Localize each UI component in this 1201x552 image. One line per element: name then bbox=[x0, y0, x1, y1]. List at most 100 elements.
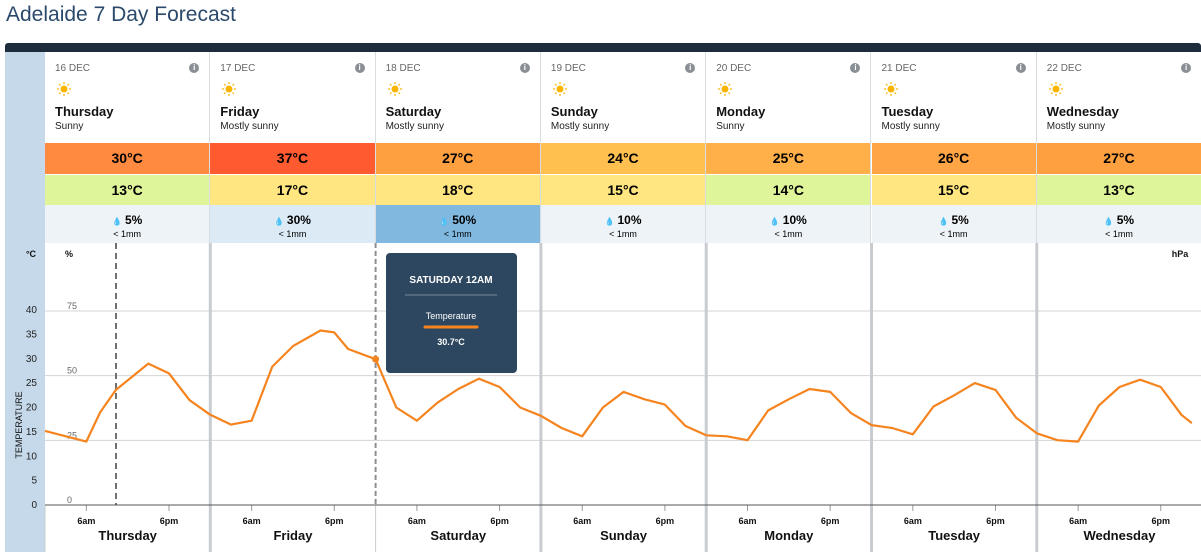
hour-label: 6am bbox=[573, 516, 591, 526]
max-temp: 26°C bbox=[871, 143, 1036, 174]
day-name: Friday bbox=[220, 104, 260, 119]
max-temp: 27°C bbox=[1036, 143, 1201, 174]
date: 22 DEC bbox=[1046, 63, 1082, 74]
x-day-label: Saturday bbox=[430, 528, 486, 543]
sun-ray bbox=[1058, 92, 1062, 95]
rain: 💧 10% < 1mm bbox=[706, 205, 871, 243]
rain-amount: < 1mm bbox=[609, 229, 637, 239]
tooltip-value: 30.7°C bbox=[437, 337, 465, 347]
sun-ray bbox=[397, 83, 400, 86]
max-temp: 37°C bbox=[210, 143, 375, 174]
weather-icon bbox=[222, 82, 237, 96]
x-day-label: Tuesday bbox=[928, 528, 981, 543]
sun bbox=[225, 85, 233, 93]
chart-area bbox=[45, 243, 1201, 505]
max-temp: 25°C bbox=[706, 143, 871, 174]
info-icon[interactable]: i bbox=[189, 63, 200, 73]
info-icon[interactable]: i bbox=[850, 63, 861, 73]
min-temp: 15°C bbox=[871, 174, 1036, 205]
day-column: 16 DEC i Thursday Sunny 30°C 13°C 💧 5% < 1mm bbox=[45, 52, 211, 243]
info-icon[interactable]: i bbox=[685, 63, 696, 73]
day-name: Wednesday bbox=[1046, 104, 1119, 119]
sun bbox=[391, 85, 399, 93]
rain-icon: 💧 bbox=[769, 217, 780, 226]
sun-ray bbox=[563, 83, 566, 86]
summary: Sunny bbox=[716, 121, 745, 132]
day-name: Tuesday bbox=[881, 104, 934, 119]
y-tick-label: 10 bbox=[26, 451, 38, 462]
day-name: Monday bbox=[716, 104, 766, 119]
y-tick-label: 40 bbox=[26, 305, 38, 316]
x-day-label: Monday bbox=[764, 528, 814, 543]
sun-ray bbox=[885, 83, 888, 86]
rain-icon: 💧 bbox=[439, 217, 450, 226]
info-icon[interactable]: i bbox=[519, 63, 530, 73]
rain-amount: < 1mm bbox=[774, 229, 803, 239]
sun-ray bbox=[389, 83, 392, 86]
rain: 💧 5% < 1mm bbox=[45, 205, 210, 243]
weather-icon bbox=[387, 82, 402, 96]
sun-ray bbox=[1050, 83, 1053, 86]
hour-label: 6pm bbox=[986, 516, 1005, 526]
temperature-line bbox=[44, 329, 1193, 443]
rain-chance: 💧 5% bbox=[45, 213, 209, 227]
rain-icon: 💧 bbox=[1103, 217, 1114, 226]
min-temp: 17°C bbox=[210, 174, 375, 205]
hour-label: 6am bbox=[1069, 516, 1087, 526]
sun-ray bbox=[554, 83, 557, 86]
weather-icon bbox=[883, 82, 898, 96]
hour-label: 6am bbox=[408, 516, 426, 526]
sun-ray bbox=[67, 92, 70, 95]
tooltip bbox=[386, 253, 517, 373]
hour-label: 6pm bbox=[821, 516, 840, 526]
info-icon[interactable]: i bbox=[354, 63, 365, 73]
day-column: 22 DEC i Wednesday Mostly sunny 27°C 13°C 💧 5% <… bbox=[1036, 52, 1201, 243]
hour-label: 6pm bbox=[325, 516, 344, 526]
rain-chance: 💧 50% bbox=[376, 213, 540, 227]
y-tick-label: 35 bbox=[26, 329, 38, 340]
y-tick-label: 5 bbox=[31, 476, 37, 487]
info-icon[interactable]: i bbox=[1181, 63, 1192, 73]
rain-chance: 💧 5% bbox=[872, 213, 1036, 227]
hour-label: 6pm bbox=[656, 516, 675, 526]
y-axis-label: TEMPERATURE bbox=[14, 391, 24, 458]
tooltip-title: SATURDAY 12AM bbox=[409, 275, 492, 286]
sun bbox=[556, 85, 564, 93]
y2-tick-label: 25 bbox=[67, 430, 77, 440]
min-temp: 14°C bbox=[706, 174, 871, 205]
sun bbox=[721, 85, 729, 93]
summary: Mostly sunny bbox=[385, 121, 444, 132]
weather-icon bbox=[718, 82, 733, 96]
sun-ray bbox=[563, 92, 566, 95]
rain-icon: 💧 bbox=[111, 217, 122, 226]
y2-unit: % bbox=[65, 249, 73, 259]
rain-chance-value: 5% bbox=[124, 213, 143, 227]
x-day-label: Thursday bbox=[98, 528, 157, 543]
x-day-label: Wednesday bbox=[1083, 528, 1156, 543]
y-tick-label: 0 bbox=[31, 500, 37, 511]
info-icon[interactable]: i bbox=[1015, 63, 1026, 73]
rain-amount: < 1mm bbox=[939, 229, 968, 239]
max-temp: 27°C bbox=[375, 143, 540, 174]
rain-chance-value: 10% bbox=[782, 213, 807, 227]
rain-amount: < 1mm bbox=[443, 229, 472, 239]
weather-icon bbox=[1048, 82, 1063, 96]
date: 19 DEC bbox=[550, 63, 586, 74]
tooltip-point bbox=[372, 355, 380, 363]
rain-chance-value: 30% bbox=[286, 213, 311, 227]
rain-chance-value: 5% bbox=[951, 213, 969, 227]
sun-ray bbox=[58, 92, 61, 95]
x-day-label: Sunday bbox=[600, 528, 648, 543]
y-unit: °C bbox=[26, 249, 37, 259]
sun-ray bbox=[1050, 92, 1053, 95]
rain-chance: 💧 10% bbox=[541, 213, 705, 227]
min-temp: 13°C bbox=[45, 174, 210, 205]
min-temp: 13°C bbox=[1036, 174, 1201, 205]
y-tick-label: 20 bbox=[26, 403, 38, 414]
weather-icon bbox=[552, 82, 567, 96]
rain-icon: 💧 bbox=[938, 217, 949, 226]
sun bbox=[60, 85, 68, 93]
date: 18 DEC bbox=[385, 63, 421, 74]
